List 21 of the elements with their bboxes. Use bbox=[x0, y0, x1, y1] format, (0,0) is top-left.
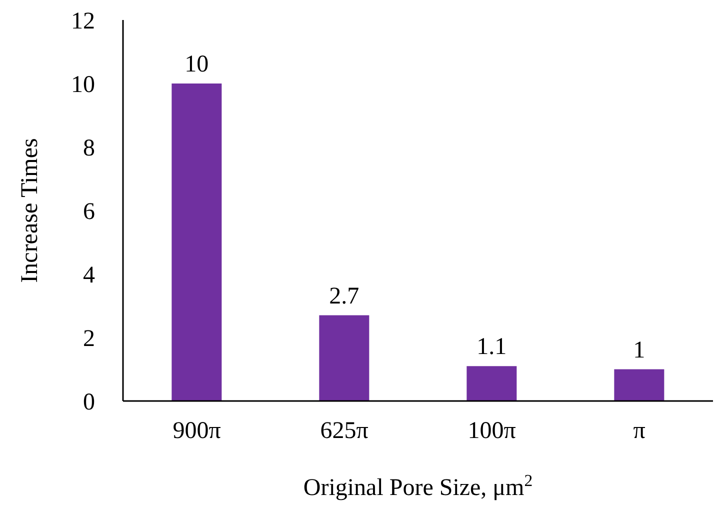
y-tick-label: 12 bbox=[71, 8, 95, 35]
x-tick-label: 900π bbox=[172, 418, 221, 444]
y-tick-label: 0 bbox=[83, 390, 95, 416]
y-tick-label: 8 bbox=[83, 136, 95, 162]
bar bbox=[172, 84, 222, 401]
x-tick-label: 100π bbox=[468, 418, 516, 444]
x-axis-title: Original Pore Size, μm$^{2}$ bbox=[303, 470, 533, 501]
y-axis-title: Increase Times bbox=[17, 138, 43, 283]
bar bbox=[319, 315, 370, 401]
data-label: 2.7 bbox=[329, 283, 360, 310]
x-tick-label: 625π bbox=[320, 418, 368, 444]
x-tick-label: π bbox=[633, 418, 646, 444]
y-tick-label: 4 bbox=[83, 262, 95, 289]
y-tick-label: 6 bbox=[83, 199, 95, 226]
data-label: 1.1 bbox=[476, 334, 507, 360]
data-label: 10 bbox=[184, 52, 209, 78]
bar bbox=[614, 369, 664, 401]
y-tick-label: 10 bbox=[71, 72, 95, 98]
bar bbox=[466, 366, 517, 401]
y-tick-label: 2 bbox=[83, 326, 95, 352]
data-label: 1 bbox=[633, 337, 646, 364]
